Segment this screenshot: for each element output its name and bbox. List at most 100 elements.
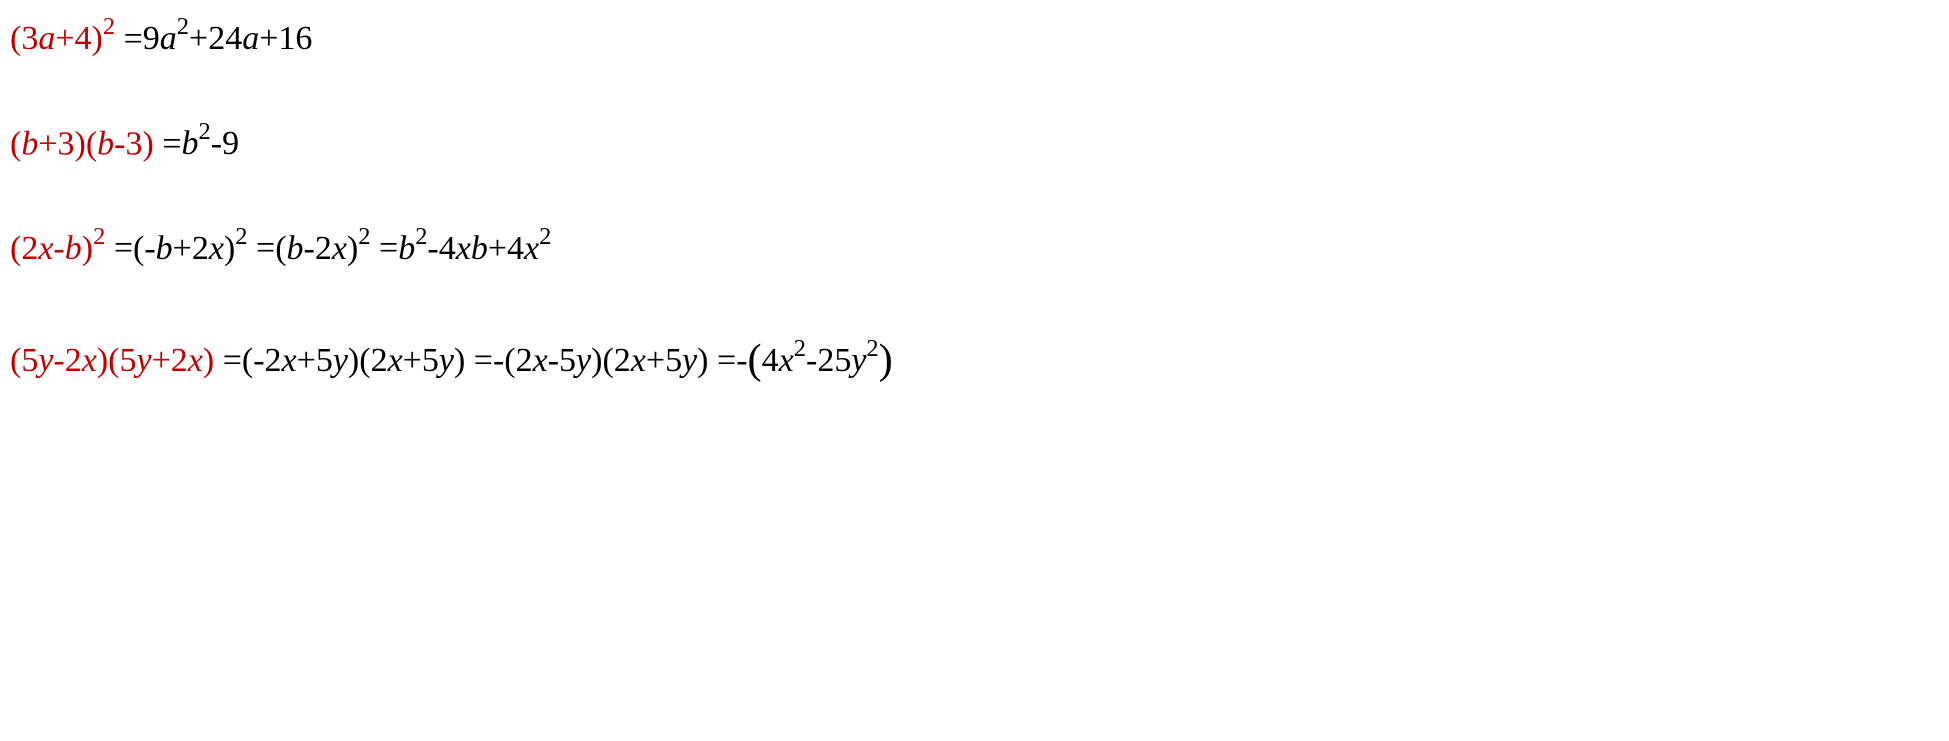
op-minus: - — [304, 230, 315, 267]
exp: 2 — [539, 223, 551, 250]
equation-4-step3: -(4x2-25y2) — [736, 342, 893, 379]
equation-2: (b+3)(b-3) =b2-9 — [10, 115, 1939, 172]
op-minus: - — [114, 125, 125, 162]
exp: 2 — [866, 335, 878, 362]
equation-3-lhs: (2x-b)2 — [10, 230, 105, 267]
l-paren: ( — [275, 230, 286, 267]
coef: 2 — [265, 342, 282, 379]
exp: 2 — [235, 223, 247, 250]
var-y: y — [682, 342, 697, 379]
op-plus: + — [55, 20, 74, 57]
var-y: y — [38, 342, 53, 379]
equation-3-step1: (-b+2x)2 — [133, 230, 248, 267]
l-paren: ( — [10, 20, 21, 57]
op-plus: + — [403, 342, 422, 379]
exp: 2 — [93, 223, 105, 250]
equation-1: (3a+4)2 =9a2+24a+16 — [10, 10, 1939, 67]
r-paren: ) — [591, 342, 602, 379]
var-x: x — [388, 342, 403, 379]
eq-sign: = — [105, 230, 133, 267]
var-x: x — [82, 342, 97, 379]
var-x: x — [282, 342, 297, 379]
equation-4-step1: (-2x+5y)(2x+5y) — [242, 342, 465, 379]
var-y: y — [137, 342, 152, 379]
op-minus: - — [211, 125, 222, 162]
eq-sign: = — [465, 342, 493, 379]
equation-1-lhs: (3a+4)2 — [10, 20, 115, 57]
l-paren: ( — [10, 125, 21, 162]
var-b: b — [287, 230, 304, 267]
op-minus: - — [144, 230, 155, 267]
exp: 2 — [358, 223, 370, 250]
const: 3 — [126, 125, 143, 162]
l-paren: ( — [504, 342, 515, 379]
var-x: x — [524, 230, 539, 267]
var-y: y — [333, 342, 348, 379]
equation-3-step2: (b-2x)2 — [275, 230, 370, 267]
const: 16 — [278, 20, 312, 57]
r-paren-big: ) — [879, 336, 893, 383]
coef: 2 — [516, 342, 533, 379]
var-x: x — [38, 230, 53, 267]
equation-3-step3: b2-4xb+4x2 — [398, 230, 551, 267]
coef: 2 — [192, 230, 209, 267]
equation-2-rhs: b2-9 — [182, 125, 240, 162]
r-paren: ) — [75, 125, 86, 162]
eq-sign: = — [371, 230, 399, 267]
r-paren: ) — [224, 230, 235, 267]
coef: 4 — [439, 230, 456, 267]
op-minus: - — [53, 230, 64, 267]
var-x: x — [188, 342, 203, 379]
coef: 5 — [316, 342, 333, 379]
equation-2-lhs: (b+3)(b-3) — [10, 125, 154, 162]
exp: 2 — [177, 13, 189, 40]
const: 3 — [58, 125, 75, 162]
var-y: y — [576, 342, 591, 379]
coef: 25 — [817, 342, 851, 379]
const: 9 — [222, 125, 239, 162]
var-b: b — [398, 230, 415, 267]
op-minus: - — [806, 342, 817, 379]
l-paren: ( — [359, 342, 370, 379]
op-plus: + — [646, 342, 665, 379]
coef: 2 — [65, 342, 82, 379]
var-x: x — [533, 342, 548, 379]
op-minus: - — [736, 342, 747, 379]
l-paren: ( — [10, 230, 21, 267]
r-paren: ) — [97, 342, 108, 379]
coef: 5 — [422, 342, 439, 379]
var-b: b — [156, 230, 173, 267]
l-paren: ( — [86, 125, 97, 162]
l-paren: ( — [242, 342, 253, 379]
var-a: a — [242, 20, 259, 57]
equation-4: (5y-2x)(5y+2x) =(-2x+5y)(2x+5y) =-(2x-5y… — [10, 324, 1939, 392]
coef: 4 — [507, 230, 524, 267]
r-paren: ) — [697, 342, 708, 379]
coef: 9 — [143, 20, 160, 57]
coef: 2 — [371, 342, 388, 379]
l-paren: ( — [602, 342, 613, 379]
coef: 24 — [208, 20, 242, 57]
r-paren: ) — [347, 230, 358, 267]
coef: 3 — [21, 20, 38, 57]
equation-3: (2x-b)2 =(-b+2x)2 =(b-2x)2 =b2-4xb+4x2 — [10, 219, 1939, 276]
var-x: x — [779, 342, 794, 379]
eq-sign: = — [248, 230, 276, 267]
var-x: x — [631, 342, 646, 379]
r-paren: ) — [203, 342, 214, 379]
var-a: a — [38, 20, 55, 57]
var-x: x — [456, 230, 471, 267]
op-minus: - — [53, 342, 64, 379]
op-minus: - — [548, 342, 559, 379]
var-a: a — [160, 20, 177, 57]
l-paren-big: ( — [748, 336, 762, 383]
var-b: b — [97, 125, 114, 162]
coef: 2 — [614, 342, 631, 379]
coef: 5 — [21, 342, 38, 379]
var-b: b — [65, 230, 82, 267]
coef: 2 — [315, 230, 332, 267]
eq-sign: = — [709, 342, 737, 379]
op-plus: + — [259, 20, 278, 57]
op-plus: + — [38, 125, 57, 162]
var-b: b — [21, 125, 38, 162]
